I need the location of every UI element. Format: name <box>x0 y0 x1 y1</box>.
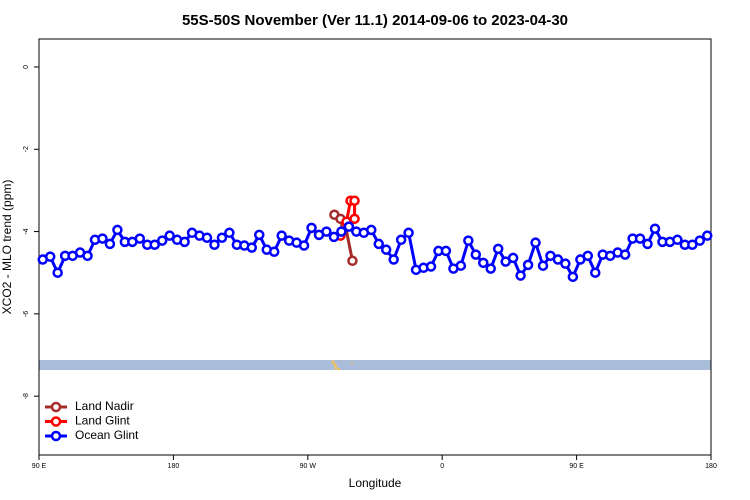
data-point <box>349 195 360 206</box>
chart-title: 55S-50S November (Ver 11.1) 2014-09-06 t… <box>182 12 568 29</box>
data-point <box>336 226 347 237</box>
data-point <box>321 226 332 237</box>
data-point <box>112 224 123 236</box>
y-axis-label: XCO2 - MLO trend (ppm) <box>0 180 14 315</box>
data-point <box>560 258 571 269</box>
data-point <box>463 235 474 246</box>
y-tick-label: -6 <box>23 311 30 317</box>
data-point <box>156 235 168 246</box>
data-point <box>515 270 526 281</box>
data-point <box>44 251 56 262</box>
data-point <box>246 242 258 253</box>
data-point <box>687 239 698 250</box>
data-point <box>366 224 377 236</box>
data-point <box>507 252 519 264</box>
x-tick-label: 180 <box>168 463 180 470</box>
y-tick-label: -2 <box>23 146 30 152</box>
data-point <box>552 254 564 265</box>
legend-label: Land Glint <box>75 414 130 428</box>
data-point <box>403 227 414 239</box>
data-point <box>642 238 653 250</box>
x-tick-label: 90 W <box>300 463 317 470</box>
data-point <box>224 227 235 239</box>
x-tick-label: 0 <box>440 463 444 470</box>
data-point <box>485 263 496 274</box>
data-point <box>134 233 146 244</box>
data-point <box>179 236 190 248</box>
data-point <box>298 240 310 251</box>
y-tick-label: -4 <box>23 228 30 234</box>
data-point <box>590 267 601 278</box>
data-point <box>52 267 63 278</box>
data-point <box>276 230 287 241</box>
data-point <box>254 229 265 241</box>
data-point <box>478 257 489 269</box>
data-point <box>619 249 631 260</box>
data-point <box>380 244 392 255</box>
x-tick-label: 90 E <box>569 463 584 470</box>
data-point <box>328 231 340 243</box>
data-point <box>149 239 160 250</box>
data-point <box>97 233 108 244</box>
data-point <box>694 235 706 246</box>
data-point <box>455 260 467 271</box>
data-point <box>343 221 355 232</box>
data-point <box>470 249 482 260</box>
data-point <box>201 232 213 243</box>
data-point <box>582 250 594 262</box>
x-tick-label: 90 E <box>32 463 47 470</box>
legend-marker <box>50 430 62 442</box>
data-point <box>82 250 93 262</box>
data-point <box>209 239 220 250</box>
data-point <box>522 259 534 271</box>
x-axis-label: Longitude <box>349 476 402 490</box>
land-dots <box>331 360 353 371</box>
legend-label: Ocean Glint <box>75 428 139 442</box>
data-point <box>164 230 175 241</box>
data-point <box>672 234 683 246</box>
data-point <box>104 238 116 250</box>
legend-marker <box>50 416 62 427</box>
data-point <box>649 223 661 234</box>
data-point <box>530 237 541 248</box>
data-point <box>268 246 280 257</box>
data-point <box>440 245 452 257</box>
data-point <box>388 254 399 265</box>
data-point <box>425 261 437 272</box>
data-point <box>395 234 407 246</box>
land-mask-strip <box>39 360 711 370</box>
data-point <box>567 271 579 283</box>
data-point <box>216 232 228 243</box>
data-point <box>537 260 549 271</box>
data-point <box>492 243 504 255</box>
data-point <box>373 238 384 250</box>
y-tick-label: -8 <box>23 393 30 399</box>
data-point <box>347 255 358 267</box>
data-point <box>306 222 317 234</box>
y-tick-label: 0 <box>23 65 30 69</box>
data-point <box>349 213 360 225</box>
x-tick-label: 180 <box>705 463 717 470</box>
data-point <box>702 230 713 241</box>
legend-label: Land Nadir <box>75 399 134 413</box>
legend-marker <box>50 401 62 413</box>
plot-frame <box>38 38 712 456</box>
data-point <box>634 233 646 244</box>
